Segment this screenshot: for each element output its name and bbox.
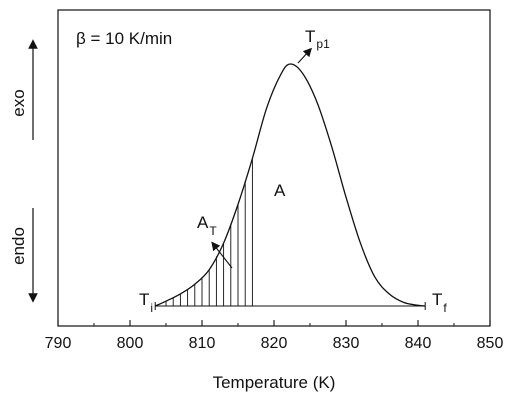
area-partial-main: A xyxy=(197,213,209,232)
exo-label: exo xyxy=(9,89,28,116)
x-axis-tick-labels: 790 800 810 820 830 840 850 xyxy=(45,335,504,352)
area-total-label: A xyxy=(274,181,286,200)
onset-label: Ti xyxy=(139,290,153,315)
x-axis-ticks xyxy=(57,320,491,326)
endo-label: endo xyxy=(9,227,28,265)
area-partial-label: AT xyxy=(197,213,217,238)
area-partial-arrow xyxy=(211,241,233,269)
x-tick-label: 840 xyxy=(405,335,432,352)
onset-label-sub: i xyxy=(150,301,153,315)
heating-rate-label: β = 10 K/min xyxy=(76,29,172,48)
peak-label-main: T xyxy=(305,27,315,46)
dsc-peak-curve xyxy=(154,63,426,307)
x-tick-label: 800 xyxy=(117,335,144,352)
x-tick-label: 830 xyxy=(333,335,360,352)
x-tick-label: 810 xyxy=(189,335,216,352)
exo-indicator: exo xyxy=(9,39,38,140)
partial-area-hatch xyxy=(165,158,253,306)
x-tick-label: 790 xyxy=(45,335,72,352)
x-axis-label: Temperature (K) xyxy=(213,373,336,392)
end-label-main: T xyxy=(432,290,442,309)
end-label: Tf xyxy=(432,290,447,315)
plot-frame xyxy=(57,9,491,327)
peak-label: Tp1 xyxy=(305,27,330,51)
onset-label-main: T xyxy=(139,290,149,309)
endo-indicator: endo xyxy=(9,208,38,303)
area-partial-sub: T xyxy=(209,224,217,238)
x-tick-label: 820 xyxy=(261,335,288,352)
end-label-sub: f xyxy=(443,301,447,315)
x-tick-label: 850 xyxy=(477,335,504,352)
peak-label-sub: p1 xyxy=(316,37,330,51)
peak-arrow xyxy=(297,47,312,64)
